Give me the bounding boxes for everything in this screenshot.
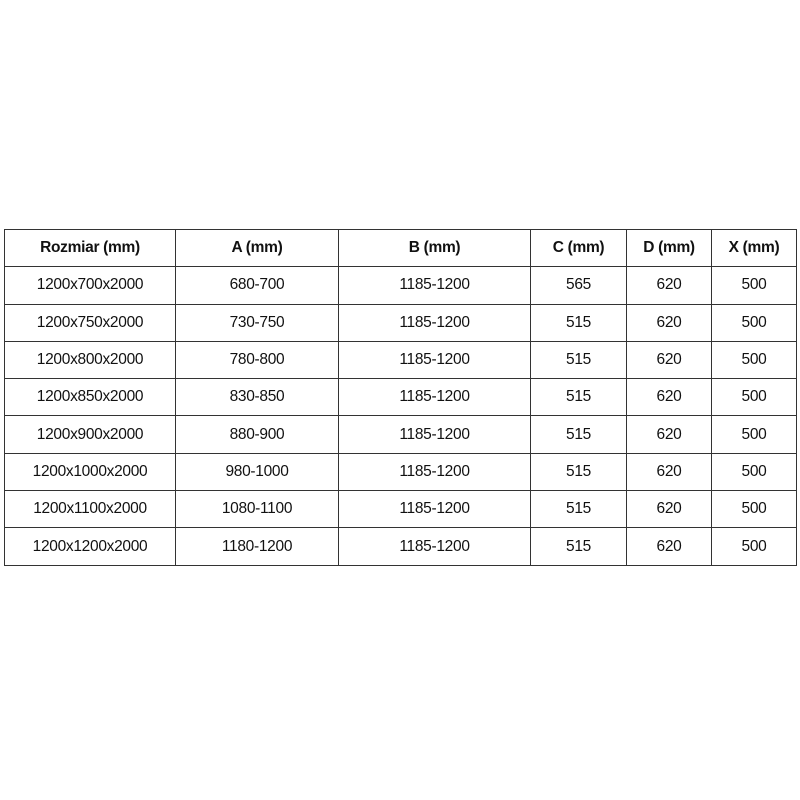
column-header-size: Rozmiar (mm)	[4, 228, 176, 268]
cell-a: 830-850	[175, 378, 339, 417]
cell-a: 980-1000	[175, 452, 339, 492]
header-row: Rozmiar (mm) A (mm) B (mm) C (mm) D (mm) X (m…	[4, 228, 797, 268]
cell-size: 1200x850x2000	[4, 378, 176, 417]
table-row: 1200x1100x2000 1080-1100 1185-1200 515 620 50…	[4, 490, 797, 529]
cell-a: 680-700	[175, 266, 339, 305]
cell-d: 620	[626, 340, 712, 380]
cell-b: 1185-1200	[338, 303, 531, 342]
dimensions-table: Rozmiar (mm) A (mm) B (mm) C (mm) D (mm) X (m…	[4, 228, 797, 566]
cell-size: 1200x1100x2000	[4, 490, 176, 529]
cell-x: 500	[711, 303, 797, 342]
cell-d: 620	[626, 490, 712, 529]
cell-x: 500	[711, 415, 797, 454]
cell-b: 1185-1200	[338, 415, 531, 454]
cell-a: 780-800	[175, 340, 339, 380]
cell-a: 880-900	[175, 415, 339, 454]
cell-b: 1185-1200	[338, 490, 531, 529]
cell-x: 500	[711, 378, 797, 417]
cell-d: 620	[626, 527, 712, 566]
cell-x: 500	[711, 527, 797, 566]
cell-x: 500	[711, 340, 797, 380]
column-header-b: B (mm)	[338, 228, 531, 268]
table-row: 1200x700x2000 680-700 1185-1200 565 620 500	[4, 266, 797, 305]
table-row: 1200x1200x2000 1180-1200 1185-1200 515 620 50…	[4, 527, 797, 566]
cell-x: 500	[711, 266, 797, 305]
cell-size: 1200x1000x2000	[4, 452, 176, 492]
cell-a: 1080-1100	[175, 490, 339, 529]
column-header-a: A (mm)	[175, 228, 339, 268]
cell-c: 515	[530, 527, 627, 566]
cell-b: 1185-1200	[338, 266, 531, 305]
cell-c: 565	[530, 266, 627, 305]
cell-c: 515	[530, 415, 627, 454]
table-row: 1200x1000x2000 980-1000 1185-1200 515 620 500	[4, 452, 797, 492]
table-row: 1200x850x2000 830-850 1185-1200 515 620 500	[4, 378, 797, 417]
cell-b: 1185-1200	[338, 527, 531, 566]
table-row: 1200x900x2000 880-900 1185-1200 515 620 500	[4, 415, 797, 454]
column-header-c: C (mm)	[530, 228, 627, 268]
cell-size: 1200x750x2000	[4, 303, 176, 342]
table-row: 1200x750x2000 730-750 1185-1200 515 620 500	[4, 303, 797, 342]
cell-b: 1185-1200	[338, 378, 531, 417]
cell-d: 620	[626, 452, 712, 492]
cell-size: 1200x900x2000	[4, 415, 176, 454]
cell-x: 500	[711, 452, 797, 492]
cell-d: 620	[626, 415, 712, 454]
cell-size: 1200x700x2000	[4, 266, 176, 305]
cell-c: 515	[530, 490, 627, 529]
cell-x: 500	[711, 490, 797, 529]
cell-c: 515	[530, 303, 627, 342]
column-header-x: X (mm)	[711, 228, 797, 268]
cell-d: 620	[626, 303, 712, 342]
cell-size: 1200x1200x2000	[4, 527, 176, 566]
cell-c: 515	[530, 452, 627, 492]
cell-b: 1185-1200	[338, 452, 531, 492]
cell-c: 515	[530, 340, 627, 380]
cell-b: 1185-1200	[338, 340, 531, 380]
cell-a: 1180-1200	[175, 527, 339, 566]
cell-a: 730-750	[175, 303, 339, 342]
cell-size: 1200x800x2000	[4, 340, 176, 380]
table-row: 1200x800x2000 780-800 1185-1200 515 620 500	[4, 340, 797, 380]
column-header-d: D (mm)	[626, 228, 712, 268]
cell-d: 620	[626, 378, 712, 417]
cell-c: 515	[530, 378, 627, 417]
cell-d: 620	[626, 266, 712, 305]
